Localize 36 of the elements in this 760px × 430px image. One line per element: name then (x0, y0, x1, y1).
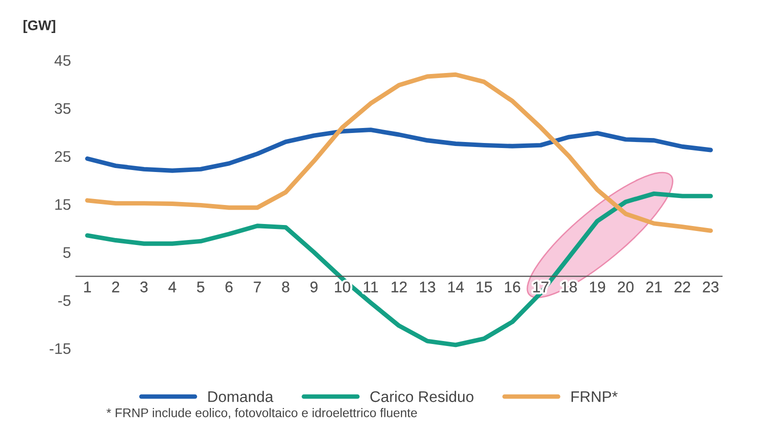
y-tick-label: 35 (54, 103, 70, 114)
x-tick-label: 21 (646, 282, 662, 292)
x-tick-label: 3 (140, 282, 148, 292)
x-tick-label: 13 (420, 282, 436, 292)
x-tick-label: 11 (364, 282, 378, 292)
text: * FRNP include eolico, fotovoltaico e idroelettrico fluente (106, 408, 417, 419)
y-axis-title: [GW] (24, 20, 56, 33)
y-tick-label: 45 (54, 55, 70, 66)
x-tick-label: 6 (226, 282, 233, 292)
legend-label: Carico Residuo (370, 390, 474, 402)
y-tick-label: 5 (63, 247, 70, 258)
y-tick-label: -15 (50, 343, 70, 354)
x-tick-label: 2 (112, 282, 120, 292)
line-series (85, 72, 713, 233)
y-tick-label: -5 (58, 295, 70, 306)
x-tick-label: 7 (254, 282, 261, 292)
legend-label: FRNP* (572, 391, 618, 402)
line-series (85, 128, 713, 173)
legend-label: Domanda (208, 390, 274, 402)
x-tick-label: 5 (197, 282, 204, 292)
x-tick-label: 8 (282, 282, 290, 292)
x-tick-label: 22 (674, 282, 690, 292)
x-tick-label: 1 (84, 282, 91, 292)
x-tick-label: 4 (168, 282, 176, 292)
y-tick-label: 25 (54, 151, 70, 162)
x-tick-label: 15 (476, 282, 492, 292)
x-tick-label: 9 (310, 282, 318, 292)
x-tick-label: 10 (335, 282, 350, 292)
x-tick-label: 16 (505, 282, 520, 292)
x-tick-label: 19 (590, 282, 606, 292)
y-tick-label: 15 (55, 199, 70, 210)
x-tick-label: 12 (392, 282, 407, 292)
x-tick-label: 20 (618, 282, 634, 292)
x-tick-label: 23 (702, 282, 718, 292)
x-tick-label: 14 (448, 282, 464, 292)
x-tick-label: 18 (562, 282, 577, 292)
